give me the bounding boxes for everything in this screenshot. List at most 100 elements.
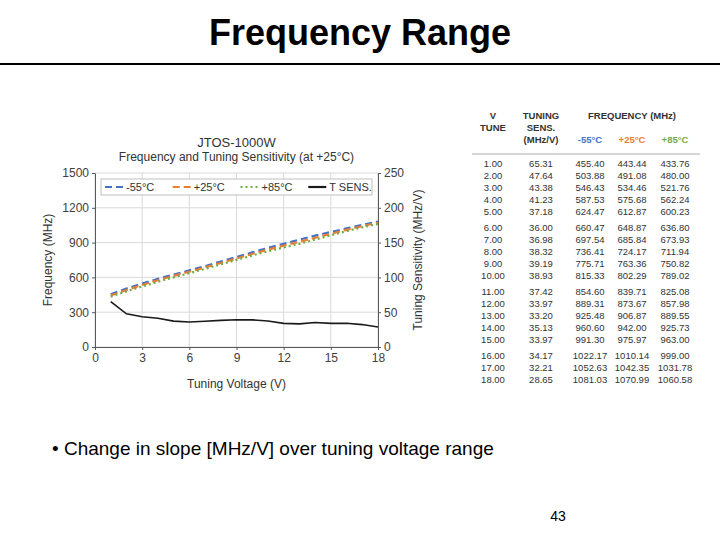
table-header: TUNING [523,110,559,121]
table-cell: 13.00 [481,310,505,321]
table-cell: 443.44 [617,158,646,169]
grid-line [142,173,143,347]
table-cell: 14.00 [481,322,505,333]
tick-label: 6 [186,351,193,365]
tick-label: 15 [325,351,339,365]
table-cell: 1010.14 [615,350,649,361]
grid-line [189,173,190,347]
tick-mark [92,312,95,313]
legend-label: +85°C [262,181,293,193]
table-cell: 433.76 [660,158,689,169]
legend: -55°C+25°C+85°CT SENS. [101,179,372,195]
table-cell: 925.48 [575,310,604,321]
table-cell: 1042.35 [615,362,649,373]
tick-label: 1500 [62,166,89,180]
table-rule [472,154,700,155]
table-cell: 37.42 [529,286,553,297]
table-cell: 857.98 [660,298,689,309]
legend-label: T SENS. [329,181,372,193]
table-cell: 491.08 [617,170,646,181]
table-header: SENS. [527,122,556,133]
bullet-text: • Change in slope [MHz/V] over tuning vo… [52,438,494,459]
tick: 900 [69,236,95,250]
tick-label: 200 [384,201,404,215]
tick: 15 [325,347,339,365]
tick-label: 0 [92,351,99,365]
table-cell: 36.00 [529,222,553,233]
table-cell: 999.00 [660,350,689,361]
table-cell: 889.31 [575,298,604,309]
table-cell: 521.76 [660,182,689,193]
table-cell: 991.30 [575,334,604,345]
table-cell: 32.21 [529,362,553,373]
table-cell: 724.17 [617,246,646,257]
tick: 300 [69,306,95,320]
table-cell: 41.23 [529,194,553,205]
table-cell: 4.00 [484,194,503,205]
y2-axis-title: Tuning Sensitivity (MHz/V) [411,190,425,331]
grid-line [378,173,379,347]
table-cell: 480.00 [660,170,689,181]
tick-mark [92,173,95,174]
tick-label: 150 [384,236,404,250]
series-line [111,302,378,328]
title-rule [0,63,720,65]
table-cell: 889.55 [660,310,689,321]
table-cell: 1060.58 [658,374,692,385]
table-cell: 37.18 [529,206,553,217]
tick-mark [378,173,381,174]
tick-mark [92,243,95,244]
tick-mark [378,312,381,313]
axis-line [378,174,379,348]
table-cell: 1070.99 [615,374,649,385]
table-cell: 7.00 [484,234,503,245]
table-cell: 36.98 [529,234,553,245]
table-cell: 636.80 [660,222,689,233]
tick: 50 [378,306,398,320]
legend-swatch [308,186,326,188]
table-cell: 775.71 [575,258,604,269]
table-cell: 9.00 [484,258,503,269]
tick-mark [378,208,381,209]
table-cell: 815.33 [575,270,604,281]
table-cell: 1052.63 [573,362,607,373]
tick-label: 100 [384,271,404,285]
table-cell: 648.87 [617,222,646,233]
table-cell: 685.84 [617,234,646,245]
y-axis-title: Frequency (MHz) [41,214,55,307]
table-cell: 12.00 [481,298,505,309]
table-cell: 612.87 [617,206,646,217]
table-header: +85°C [662,134,689,145]
table-cell: 38.93 [529,270,553,281]
table-cell: 65.31 [529,158,553,169]
data-table: VTUNETUNINGSENS.(MHz/V)FREQUENCY (MHz)-5… [472,110,700,385]
table-header: V [490,110,497,121]
table-cell: 38.32 [529,246,553,257]
grid-line [330,173,331,347]
table-cell: 854.60 [575,286,604,297]
tick: 0 [378,340,391,354]
tick: 200 [378,201,404,215]
grid [95,173,378,347]
slide-title: Frequency Range [209,12,511,53]
table-cell: 925.73 [660,322,689,333]
table-cell: 5.00 [484,206,503,217]
table-cell: 873.67 [617,298,646,309]
table-cell: 3.00 [484,182,503,193]
tick-mark [92,277,95,278]
table-cell: 960.60 [575,322,604,333]
slide: Frequency RangeJTOS-1000WFrequency and T… [0,0,720,540]
table-header: FREQUENCY (MHz) [588,110,676,121]
legend-label: -55°C [126,181,154,193]
table-cell: 43.38 [529,182,553,193]
table-cell: 33.20 [529,310,553,321]
axis-line [95,174,96,348]
page-number: 43 [550,508,566,524]
series-line [111,224,378,297]
table-cell: 34.17 [529,350,553,361]
table-cell: 963.00 [660,334,689,345]
table-cell: 839.71 [617,286,646,297]
tick-label: 0 [384,340,391,354]
tick-label: 12 [277,351,291,365]
tick: 9 [234,347,241,365]
